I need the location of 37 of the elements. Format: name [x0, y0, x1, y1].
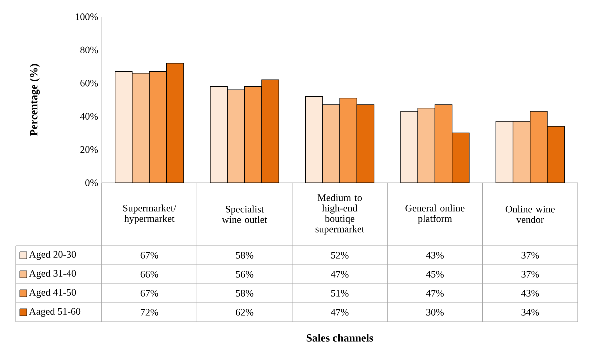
text: Sales channels	[306, 334, 374, 342]
data-label: 66%	[140, 271, 158, 278]
data-label: 47%	[331, 271, 349, 278]
x-tick-label: Medium to high-end boutiqe supermarket	[316, 194, 365, 235]
data-label: 47%	[426, 290, 444, 297]
data-label: 43%	[426, 252, 444, 259]
data-label: 30%	[426, 309, 444, 316]
y-tick-label: 0%	[86, 180, 98, 186]
data-label: 45%	[426, 271, 444, 278]
x-tick-label: Online wine vendor	[506, 206, 555, 224]
data-label: 67%	[140, 252, 158, 259]
data-label: 62%	[236, 309, 254, 316]
data-label: 72%	[141, 309, 158, 316]
y-axis-title: Percentage (%)	[30, 64, 40, 136]
data-label: 58%	[236, 252, 254, 259]
y-tick-label: 60%	[80, 80, 98, 87]
y-tick-label: 80%	[80, 46, 98, 54]
x-tick-label: Supermarket/ hypermarket	[123, 204, 176, 224]
x-tick-label: Specialist wine outlet	[222, 206, 268, 224]
legend-label: Aged 31-40	[29, 270, 76, 280]
x-tick-label: General online platform	[406, 204, 465, 224]
data-label: 37%	[522, 271, 540, 278]
data-label: 51%	[331, 290, 349, 297]
data-label: 58%	[236, 290, 254, 297]
data-label: 52%	[331, 252, 349, 259]
legend-label: Aaged 51-60	[29, 308, 81, 318]
legend-label: Aged 20-30	[29, 250, 76, 260]
data-label: 47%	[331, 309, 349, 316]
data-label: 67%	[140, 290, 158, 297]
data-label: 43%	[521, 290, 540, 297]
data-label: 37%	[522, 252, 540, 259]
legend-label: Aged 41-50	[29, 288, 76, 298]
y-tick-label: 20%	[80, 146, 98, 154]
y-tick-label: 100%	[76, 14, 98, 20]
data-label: 34%	[522, 309, 540, 316]
data-label: 56%	[236, 271, 254, 278]
y-tick-label: 40%	[80, 113, 98, 120]
